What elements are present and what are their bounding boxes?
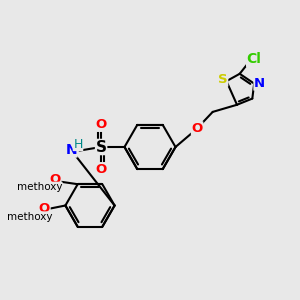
Text: methoxy: methoxy xyxy=(16,182,62,192)
Text: Cl: Cl xyxy=(247,52,262,66)
Text: O: O xyxy=(39,202,50,215)
Text: O: O xyxy=(50,173,61,187)
Text: methoxy: methoxy xyxy=(7,212,53,222)
Text: O: O xyxy=(95,163,107,176)
Text: N: N xyxy=(65,143,77,157)
Text: O: O xyxy=(191,122,203,135)
Text: S: S xyxy=(218,73,228,86)
Text: N: N xyxy=(254,77,265,90)
Text: H: H xyxy=(73,137,83,151)
Text: O: O xyxy=(95,118,107,131)
Text: S: S xyxy=(96,140,106,154)
